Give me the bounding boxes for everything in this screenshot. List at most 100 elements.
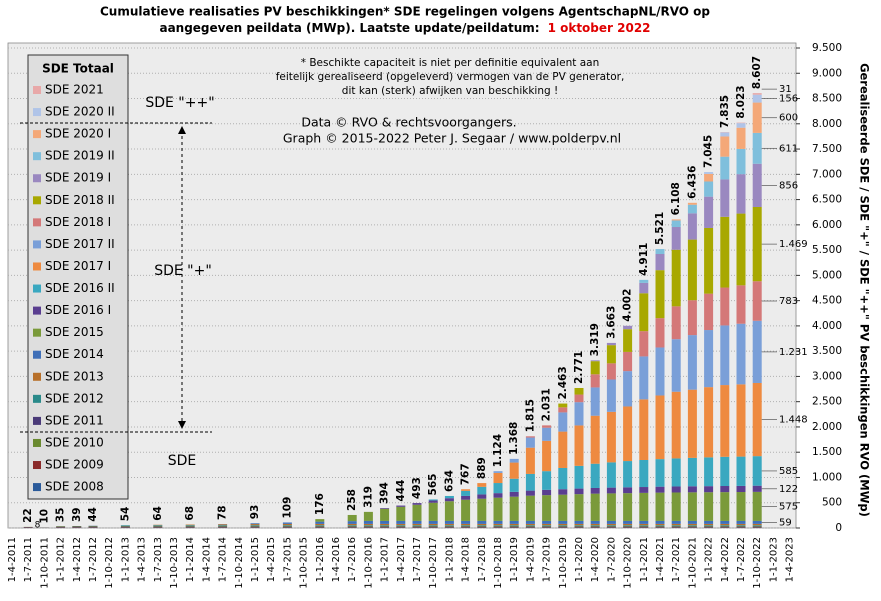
legend-label: SDE 2013	[45, 369, 104, 383]
bar-segment	[477, 486, 487, 495]
bar-segment	[558, 520, 568, 524]
bar-segment	[250, 527, 260, 528]
bar-segment	[752, 281, 762, 321]
legend-label: SDE 2018 II	[45, 193, 115, 207]
bar-segment	[623, 493, 633, 521]
bar-segment	[655, 525, 665, 527]
bar-segment	[590, 526, 600, 528]
x-tick-label: 1-4-2017	[396, 537, 407, 582]
bar-segment	[623, 527, 633, 528]
legend-swatch	[33, 284, 41, 293]
bar-segment	[380, 508, 390, 521]
bar-segment	[752, 456, 762, 486]
bar-segment	[590, 361, 600, 375]
x-tick-label: 1-1-2022	[704, 537, 715, 582]
bar-segment	[720, 520, 730, 524]
bar-segment	[574, 387, 584, 395]
bar-segment	[623, 461, 633, 488]
bar-segment	[509, 527, 519, 528]
bar-segment	[88, 526, 98, 528]
bar-segment	[525, 525, 535, 527]
bar-segment	[461, 490, 471, 496]
bar-segment	[639, 282, 649, 294]
bar-segment	[590, 387, 600, 416]
bar-segment	[752, 163, 762, 208]
x-tick-label: 1-1-2012	[56, 537, 67, 582]
y-tick-label: 3.500	[812, 345, 842, 357]
bar-segment	[736, 384, 746, 457]
data-layer: 0 500 1.000 1.500 2.000 2.500 3.000 3.500 4.000 4…	[7, 42, 842, 589]
x-tick-label: 1-10-2019	[558, 537, 569, 589]
end-label: 1.448	[779, 415, 808, 426]
bar-segment	[639, 492, 649, 521]
bar-segment	[736, 492, 746, 521]
total-label: 54	[119, 507, 131, 522]
x-tick-label: 1-4-2022	[720, 537, 731, 582]
total-label: 3.319	[589, 323, 601, 356]
bar-segment	[380, 526, 390, 528]
bar-segment	[752, 520, 762, 524]
bar-segment	[412, 525, 422, 526]
bar-segment	[428, 520, 438, 524]
x-tick-label: 1-7-2021	[671, 537, 682, 582]
bar-segment	[428, 527, 438, 528]
bar-segment	[655, 347, 665, 396]
legend-swatch	[33, 306, 41, 315]
bar-segment	[752, 525, 762, 526]
bar-segment	[606, 487, 616, 494]
bar-segment	[752, 94, 762, 103]
bar-segment	[525, 437, 535, 448]
bar-segment	[590, 374, 600, 388]
bar-segment	[153, 525, 163, 527]
bar-segment	[671, 525, 681, 526]
total-label: 1.368	[508, 422, 520, 455]
bar-segment	[428, 502, 438, 521]
bar-segment	[461, 527, 471, 528]
bar-segment	[606, 342, 616, 346]
legend-swatch	[33, 350, 41, 359]
total-label: 4.002	[622, 289, 634, 322]
bar-segment	[704, 173, 714, 182]
bar-segment	[704, 520, 714, 524]
bar-segment	[477, 498, 487, 521]
bar-segment	[574, 394, 584, 403]
bar-segment	[477, 520, 487, 524]
x-tick-label: 1-7-2012	[88, 537, 99, 582]
bar-segment	[574, 488, 584, 495]
y-axis-title: Gerealiseerde SDE / SDE "+" / SDE "++" P…	[858, 63, 872, 517]
bar-segment	[736, 148, 746, 175]
bar-segment	[720, 456, 730, 487]
y-tick-label: 4.000	[812, 320, 842, 332]
x-tick-label: 1-4-2012	[72, 537, 83, 582]
total-label: 493	[411, 477, 423, 499]
total-label: 634	[443, 470, 455, 492]
bar-segment	[509, 523, 519, 526]
bar-segment	[542, 520, 552, 524]
bar-segment	[525, 495, 535, 521]
total-label: 2.463	[557, 366, 569, 399]
total-label: 10	[38, 509, 50, 524]
bar-segment	[655, 527, 665, 528]
bar-segment	[363, 520, 373, 524]
bar-segment	[396, 505, 406, 507]
bar-segment	[574, 520, 584, 524]
total-label: 1.815	[524, 399, 536, 432]
bar-segment	[606, 526, 616, 528]
bar-segment	[347, 525, 357, 527]
bar-segment	[444, 527, 454, 528]
bar-segment	[574, 494, 584, 521]
bar-segment	[590, 463, 600, 488]
bar-segment	[623, 525, 633, 527]
bar-segment	[704, 196, 714, 228]
bar-segment	[542, 425, 552, 428]
bar-segment	[736, 122, 746, 124]
bar-segment	[623, 526, 633, 528]
bar-segment	[655, 492, 665, 521]
legend-swatch	[33, 461, 41, 470]
y-tick-label: 500	[822, 497, 842, 509]
bar-segment	[736, 526, 746, 528]
bar-segment	[461, 526, 471, 528]
bar-segment	[250, 523, 260, 525]
x-tick-label: 1-10-2021	[687, 537, 698, 589]
bar-segment	[315, 527, 325, 528]
